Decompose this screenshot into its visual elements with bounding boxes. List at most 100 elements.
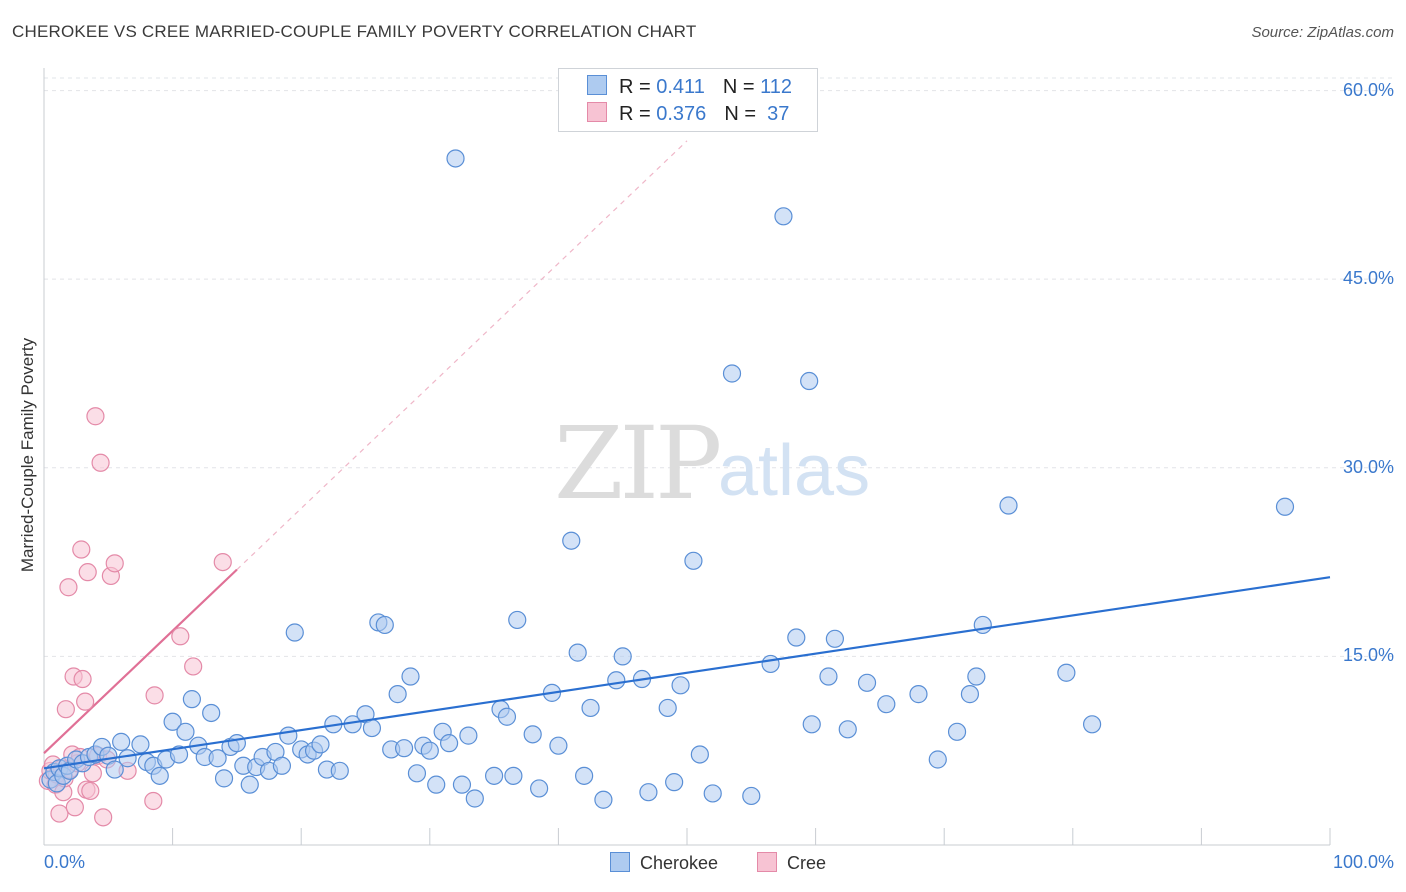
chart-source: Source: ZipAtlas.com	[1251, 24, 1394, 41]
bottom-legend-cherokee: Cherokee	[610, 852, 718, 874]
cherokee-point	[508, 610, 527, 630]
cree-point	[76, 692, 95, 711]
cherokee-point	[1057, 663, 1076, 682]
cherokee-point	[285, 623, 304, 642]
cherokee-point	[439, 734, 459, 753]
cherokee-point	[163, 712, 182, 731]
cherokee-point	[658, 698, 677, 718]
cherokee-point	[877, 695, 896, 714]
cherokee-point	[240, 775, 259, 794]
cherokee-point	[575, 766, 594, 785]
cherokee-point	[504, 766, 523, 785]
cree-n-label: N =	[724, 103, 762, 125]
cherokee-point	[722, 364, 742, 383]
cherokee-point	[427, 775, 446, 794]
cherokee-point	[684, 551, 703, 570]
cree-point	[91, 453, 110, 472]
cherokee-points	[41, 149, 1331, 809]
cherokee-point	[311, 735, 330, 754]
cree-point	[213, 552, 232, 572]
cherokee-point	[202, 703, 221, 723]
cherokee-point	[465, 789, 484, 808]
cherokee-point	[607, 671, 626, 690]
cherokee-point	[459, 726, 478, 745]
legend-row-cherokee: R = 0.411 N = 112	[587, 75, 792, 99]
cree-point	[78, 563, 97, 582]
cree-swatch	[587, 102, 607, 122]
cherokee-point	[394, 739, 414, 758]
cherokee-point	[176, 722, 195, 741]
cherokee-point	[523, 725, 542, 744]
cherokee-point	[562, 531, 581, 550]
cherokee-point	[690, 745, 709, 764]
cherokee-point	[375, 615, 394, 635]
cherokee-point	[947, 722, 967, 741]
bottom-legend-cree: Cree	[757, 852, 826, 874]
cherokee-point	[208, 749, 227, 768]
cherokee-point	[362, 718, 382, 738]
y-axis-label: Married-Couple Family Poverty	[18, 337, 37, 573]
cree-r-value: 0.376	[656, 103, 707, 125]
cherokee-point	[742, 786, 761, 806]
gridlines	[44, 77, 1392, 657]
cherokee-point	[761, 654, 780, 674]
cherokee-n-value: 112	[760, 76, 792, 98]
cherokee-point	[787, 628, 806, 647]
cree-point	[73, 669, 92, 689]
cherokee-point	[446, 149, 465, 168]
cherokee-point	[112, 732, 131, 751]
cherokee-point	[671, 676, 690, 695]
cherokee-point	[857, 673, 877, 692]
cherokee-point	[169, 745, 189, 764]
cherokee-point	[150, 766, 169, 785]
y-tick-label: 60.0%	[1342, 79, 1394, 100]
cherokee-trend-line	[43, 576, 1331, 770]
cherokee-point	[1082, 715, 1102, 734]
cherokee-point	[774, 207, 793, 226]
cherokee-point	[131, 735, 150, 754]
cree-r-label: R =	[619, 103, 657, 125]
cree-legend-label: Cree	[787, 853, 827, 873]
cherokee-point	[272, 756, 292, 775]
cherokee-point	[118, 749, 137, 768]
cherokee-point	[613, 647, 632, 666]
cree-point	[72, 540, 91, 559]
cree-point	[105, 554, 124, 573]
cherokee-point	[485, 766, 504, 785]
cherokee-point	[330, 761, 349, 780]
cherokee-point	[105, 760, 124, 779]
cree-point	[94, 808, 113, 827]
cherokee-point	[407, 764, 427, 783]
cherokee-point	[581, 698, 600, 718]
cherokee-point	[227, 734, 246, 753]
cherokee-point	[549, 736, 568, 755]
cherokee-point	[388, 685, 407, 704]
x-tick-label: 0.0%	[44, 852, 86, 872]
cree-point	[144, 791, 163, 811]
cree-point	[56, 700, 75, 719]
cherokee-r-label: R =	[619, 76, 657, 98]
cree-trend-extension	[236, 140, 688, 571]
cherokee-point	[452, 775, 472, 794]
cree-point	[59, 578, 78, 597]
trend-lines	[43, 140, 688, 755]
cherokee-point	[928, 750, 947, 769]
cree-point	[86, 407, 105, 426]
cherokee-legend-label: Cherokee	[640, 853, 719, 873]
y-tick-label: 15.0%	[1342, 645, 1394, 666]
cree-point	[145, 686, 164, 705]
cherokee-point	[703, 784, 722, 803]
cherokee-point	[800, 371, 819, 391]
y-tick-label: 45.0%	[1342, 268, 1394, 289]
cree-trend-line	[43, 568, 238, 755]
cherokee-point	[909, 685, 928, 704]
y-tick-label: 30.0%	[1342, 456, 1394, 477]
cherokee-point	[973, 615, 992, 635]
cherokee-point	[999, 496, 1018, 515]
cree-legend-swatch	[757, 852, 777, 872]
cherokee-point	[802, 715, 821, 734]
cherokee-point	[497, 707, 517, 726]
x-tick-label: 100.0%	[1332, 852, 1394, 872]
cherokee-point	[401, 667, 420, 686]
cree-point	[81, 781, 100, 801]
